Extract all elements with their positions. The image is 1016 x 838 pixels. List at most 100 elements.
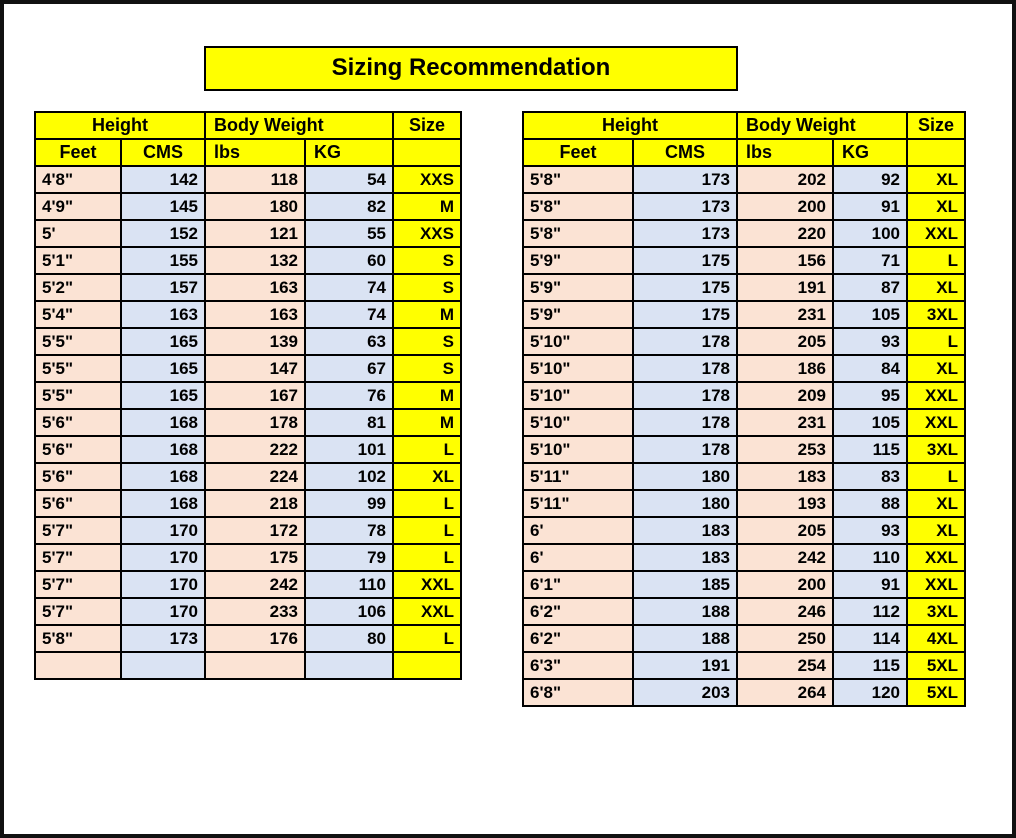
feet-cell: 6'2" — [522, 597, 634, 626]
cms-cell: 152 — [120, 219, 206, 248]
cms-cell: 183 — [632, 543, 738, 572]
kg-cell: 78 — [304, 516, 394, 545]
lbs-cell: 186 — [736, 354, 834, 383]
table-row: 6'2" 188 250 114 4XL — [522, 624, 966, 653]
lbs-cell: 218 — [204, 489, 306, 518]
lbs-cell: 242 — [204, 570, 306, 599]
cms-cell: 203 — [632, 678, 738, 707]
column-header-row: Feet CMS lbs KG — [34, 138, 462, 167]
lbs-cell: 191 — [736, 273, 834, 302]
cms-cell: 178 — [632, 408, 738, 437]
feet-cell: 6'8" — [522, 678, 634, 707]
body-weight-group-header: Body Weight — [736, 111, 908, 140]
size-cell: M — [392, 408, 462, 437]
size-cell: XXL — [906, 570, 966, 599]
cms-cell: 168 — [120, 489, 206, 518]
kg-cell: 91 — [832, 570, 908, 599]
page-title: Sizing Recommendation — [204, 46, 738, 91]
lbs-column-header: lbs — [736, 138, 834, 167]
cms-cell: 173 — [120, 624, 206, 653]
table-row: 5'10" 178 186 84 XL — [522, 354, 966, 383]
feet-cell: 5'10" — [522, 381, 634, 410]
kg-column-header: KG — [832, 138, 908, 167]
size-cell: XL — [906, 354, 966, 383]
table-row: 5'10" 178 205 93 L — [522, 327, 966, 356]
table-row: 5'9" 175 191 87 XL — [522, 273, 966, 302]
feet-cell: 5'10" — [522, 435, 634, 464]
lbs-cell: 172 — [204, 516, 306, 545]
feet-cell: 6' — [522, 543, 634, 572]
feet-cell: 5'6" — [34, 462, 122, 491]
table-row: 5'7" 170 233 106 XXL — [34, 597, 462, 626]
kg-cell: 110 — [832, 543, 908, 572]
size-cell: 3XL — [906, 435, 966, 464]
cms-cell: 168 — [120, 435, 206, 464]
cms-cell: 157 — [120, 273, 206, 302]
kg-cell — [304, 651, 394, 680]
table-row: 5'10" 178 253 115 3XL — [522, 435, 966, 464]
size-cell: XXL — [392, 597, 462, 626]
feet-cell: 5'10" — [522, 408, 634, 437]
cms-cell: 173 — [632, 165, 738, 194]
feet-cell: 5'6" — [34, 408, 122, 437]
kg-cell: 55 — [304, 219, 394, 248]
height-group-header: Height — [522, 111, 738, 140]
kg-cell: 84 — [832, 354, 908, 383]
feet-cell: 6' — [522, 516, 634, 545]
cms-cell: 180 — [632, 462, 738, 491]
cms-column-header: CMS — [120, 138, 206, 167]
kg-cell: 76 — [304, 381, 394, 410]
size-cell: 3XL — [906, 597, 966, 626]
table-row: 5'11" 180 183 83 L — [522, 462, 966, 491]
lbs-cell: 264 — [736, 678, 834, 707]
table-row: 6'3" 191 254 115 5XL — [522, 651, 966, 680]
size-cell: XL — [906, 273, 966, 302]
feet-cell: 5'10" — [522, 354, 634, 383]
kg-cell: 102 — [304, 462, 394, 491]
kg-cell: 71 — [832, 246, 908, 275]
lbs-cell: 132 — [204, 246, 306, 275]
size-cell: L — [906, 327, 966, 356]
size-cell: XXS — [392, 219, 462, 248]
table-row: 5'10" 178 231 105 XXL — [522, 408, 966, 437]
lbs-cell: 254 — [736, 651, 834, 680]
kg-cell: 110 — [304, 570, 394, 599]
kg-column-header: KG — [304, 138, 394, 167]
feet-cell: 4'8" — [34, 165, 122, 194]
cms-cell: 183 — [632, 516, 738, 545]
size-cell: XXL — [906, 381, 966, 410]
lbs-cell — [204, 651, 306, 680]
size-cell: XXL — [906, 219, 966, 248]
feet-column-header: Feet — [522, 138, 634, 167]
cms-cell: 170 — [120, 516, 206, 545]
feet-cell: 5'7" — [34, 570, 122, 599]
size-cell: XL — [906, 516, 966, 545]
kg-cell: 80 — [304, 624, 394, 653]
feet-column-header: Feet — [34, 138, 122, 167]
lbs-cell: 180 — [204, 192, 306, 221]
kg-cell: 106 — [304, 597, 394, 626]
kg-cell: 115 — [832, 651, 908, 680]
table-row: 5'2" 157 163 74 S — [34, 273, 462, 302]
table-row — [34, 651, 462, 680]
cms-cell: 165 — [120, 381, 206, 410]
kg-cell: 63 — [304, 327, 394, 356]
kg-cell: 74 — [304, 273, 394, 302]
table-row: 5'8" 173 220 100 XXL — [522, 219, 966, 248]
sizing-table-left: Height Body Weight Size Feet CMS lbs KG … — [34, 111, 462, 680]
size-cell: 3XL — [906, 300, 966, 329]
table-row: 6' 183 242 110 XXL — [522, 543, 966, 572]
table-row: 5'7" 170 175 79 L — [34, 543, 462, 572]
feet-cell: 4'9" — [34, 192, 122, 221]
cms-cell: 178 — [632, 354, 738, 383]
size-cell: XL — [906, 489, 966, 518]
lbs-cell: 178 — [204, 408, 306, 437]
size-group-header: Size — [906, 111, 966, 140]
table-row: 6'8" 203 264 120 5XL — [522, 678, 966, 707]
kg-cell: 54 — [304, 165, 394, 194]
kg-cell: 91 — [832, 192, 908, 221]
size-cell: L — [392, 624, 462, 653]
cms-cell: 142 — [120, 165, 206, 194]
feet-cell: 5' — [34, 219, 122, 248]
size-cell: XL — [906, 192, 966, 221]
